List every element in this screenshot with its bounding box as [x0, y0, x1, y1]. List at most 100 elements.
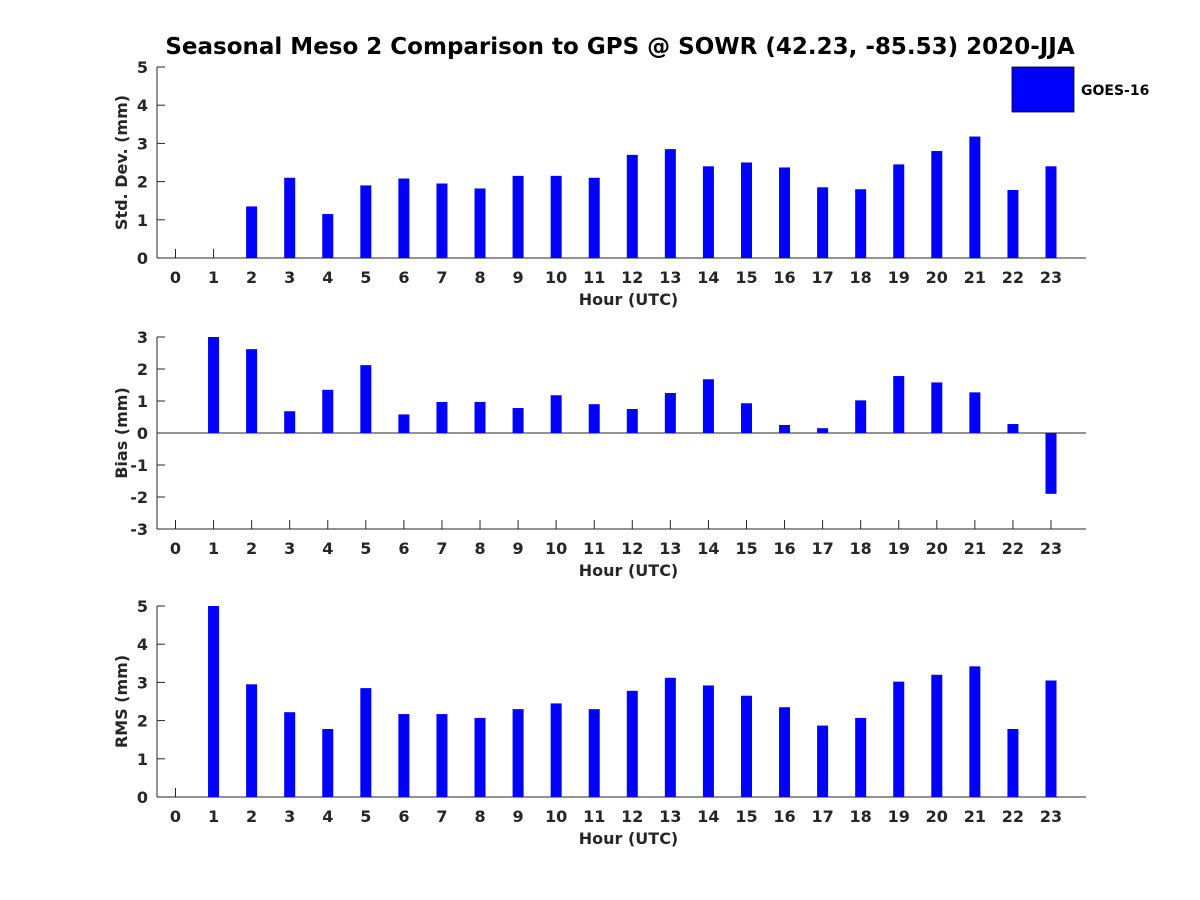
bar-hour-5 — [360, 185, 372, 258]
bar-hour-21 — [969, 136, 981, 258]
bar-hour-10 — [550, 175, 562, 258]
bar-hour-18 — [855, 717, 867, 797]
bar-hour-20 — [931, 382, 943, 433]
x-tick-label: 10 — [545, 268, 567, 287]
bar-hour-22 — [1007, 190, 1019, 258]
x-axis-label: Hour (UTC) — [579, 290, 679, 309]
x-tick-label: 17 — [811, 539, 833, 558]
bar-hour-12 — [626, 690, 638, 797]
bar-hour-9 — [512, 709, 524, 797]
bar-hour-21 — [969, 392, 981, 433]
bar-hour-6 — [398, 178, 410, 258]
bar-hour-4 — [322, 214, 334, 258]
bar-hour-19 — [893, 376, 905, 433]
x-tick-label: 22 — [1002, 539, 1024, 558]
bar-hour-1 — [208, 606, 220, 797]
x-tick-label: 15 — [735, 268, 757, 287]
x-tick-label: 14 — [697, 268, 719, 287]
x-tick-label: 13 — [659, 807, 681, 826]
x-tick-label: 22 — [1002, 268, 1024, 287]
x-tick-label: 7 — [436, 268, 447, 287]
bar-hour-5 — [360, 688, 372, 797]
bar-hour-3 — [284, 411, 296, 433]
x-tick-label: 8 — [474, 539, 485, 558]
legend-label: GOES-16 — [1081, 83, 1149, 99]
x-tick-label: 21 — [964, 807, 986, 826]
bar-hour-12 — [626, 154, 638, 258]
x-tick-label: 6 — [398, 539, 409, 558]
x-tick-label: 18 — [850, 807, 872, 826]
bar-hour-14 — [702, 166, 714, 258]
y-axis-label: Std. Dev. (mm) — [112, 95, 131, 230]
x-tick-label: 2 — [246, 807, 257, 826]
x-tick-label: 14 — [697, 807, 719, 826]
x-tick-label: 17 — [811, 807, 833, 826]
bar-hour-7 — [436, 714, 448, 797]
bar-hour-8 — [474, 401, 486, 433]
x-tick-label: 6 — [398, 268, 409, 287]
x-tick-label: 4 — [322, 268, 333, 287]
bar-hour-11 — [588, 177, 600, 258]
bar-hour-20 — [931, 674, 943, 797]
bar-hour-15 — [740, 162, 752, 258]
bar-hour-16 — [779, 707, 791, 797]
x-tick-label: 3 — [284, 539, 295, 558]
bar-hour-13 — [664, 149, 676, 258]
x-tick-label: 16 — [773, 539, 795, 558]
bar-hour-3 — [284, 177, 296, 258]
x-tick-label: 4 — [322, 807, 333, 826]
x-tick-label: 17 — [811, 268, 833, 287]
bar-hour-13 — [664, 393, 676, 433]
x-tick-label: 0 — [170, 807, 181, 826]
bar-hour-8 — [474, 188, 486, 258]
y-tick-label: 0 — [137, 249, 148, 268]
bar-hour-6 — [398, 714, 410, 797]
bar-hour-16 — [779, 425, 791, 433]
x-tick-label: 15 — [735, 807, 757, 826]
bar-hour-14 — [702, 685, 714, 797]
bar-hour-19 — [893, 681, 905, 797]
legend: GOES-16 — [1011, 66, 1149, 113]
x-tick-label: 10 — [545, 539, 567, 558]
x-tick-label: 20 — [926, 539, 948, 558]
x-tick-label: 21 — [964, 539, 986, 558]
bar-hour-7 — [436, 183, 448, 258]
bar-hour-4 — [322, 729, 334, 797]
y-tick-label: 3 — [137, 134, 148, 153]
x-tick-label: 7 — [436, 539, 447, 558]
x-tick-label: 2 — [246, 539, 257, 558]
x-tick-label: 5 — [360, 268, 371, 287]
bar-hour-19 — [893, 164, 905, 258]
y-tick-label: -2 — [130, 488, 148, 507]
x-tick-label: 0 — [170, 268, 181, 287]
x-tick-label: 3 — [284, 268, 295, 287]
bar-hour-17 — [817, 428, 829, 433]
y-axis-label: Bias (mm) — [112, 387, 131, 479]
x-tick-label: 7 — [436, 807, 447, 826]
bar-hour-12 — [626, 409, 638, 433]
bar-hour-22 — [1007, 729, 1019, 797]
bar-hour-16 — [779, 167, 791, 258]
bar-hour-22 — [1007, 424, 1019, 433]
y-tick-label: 0 — [137, 424, 148, 443]
x-tick-label: 1 — [208, 539, 219, 558]
x-tick-label: 9 — [513, 539, 524, 558]
x-tick-label: 18 — [850, 268, 872, 287]
bar-hour-21 — [969, 666, 981, 797]
x-tick-label: 15 — [735, 539, 757, 558]
y-tick-label: 4 — [137, 635, 148, 654]
y-tick-label: -1 — [130, 456, 148, 475]
x-tick-label: 8 — [474, 807, 485, 826]
x-tick-label: 2 — [246, 268, 257, 287]
bar-hour-11 — [588, 709, 600, 797]
x-tick-label: 21 — [964, 268, 986, 287]
x-tick-label: 4 — [322, 539, 333, 558]
x-tick-label: 23 — [1040, 539, 1062, 558]
bar-hour-15 — [740, 695, 752, 797]
bar-hour-23 — [1045, 680, 1057, 797]
x-tick-label: 3 — [284, 807, 295, 826]
bar-hour-2 — [246, 349, 258, 433]
